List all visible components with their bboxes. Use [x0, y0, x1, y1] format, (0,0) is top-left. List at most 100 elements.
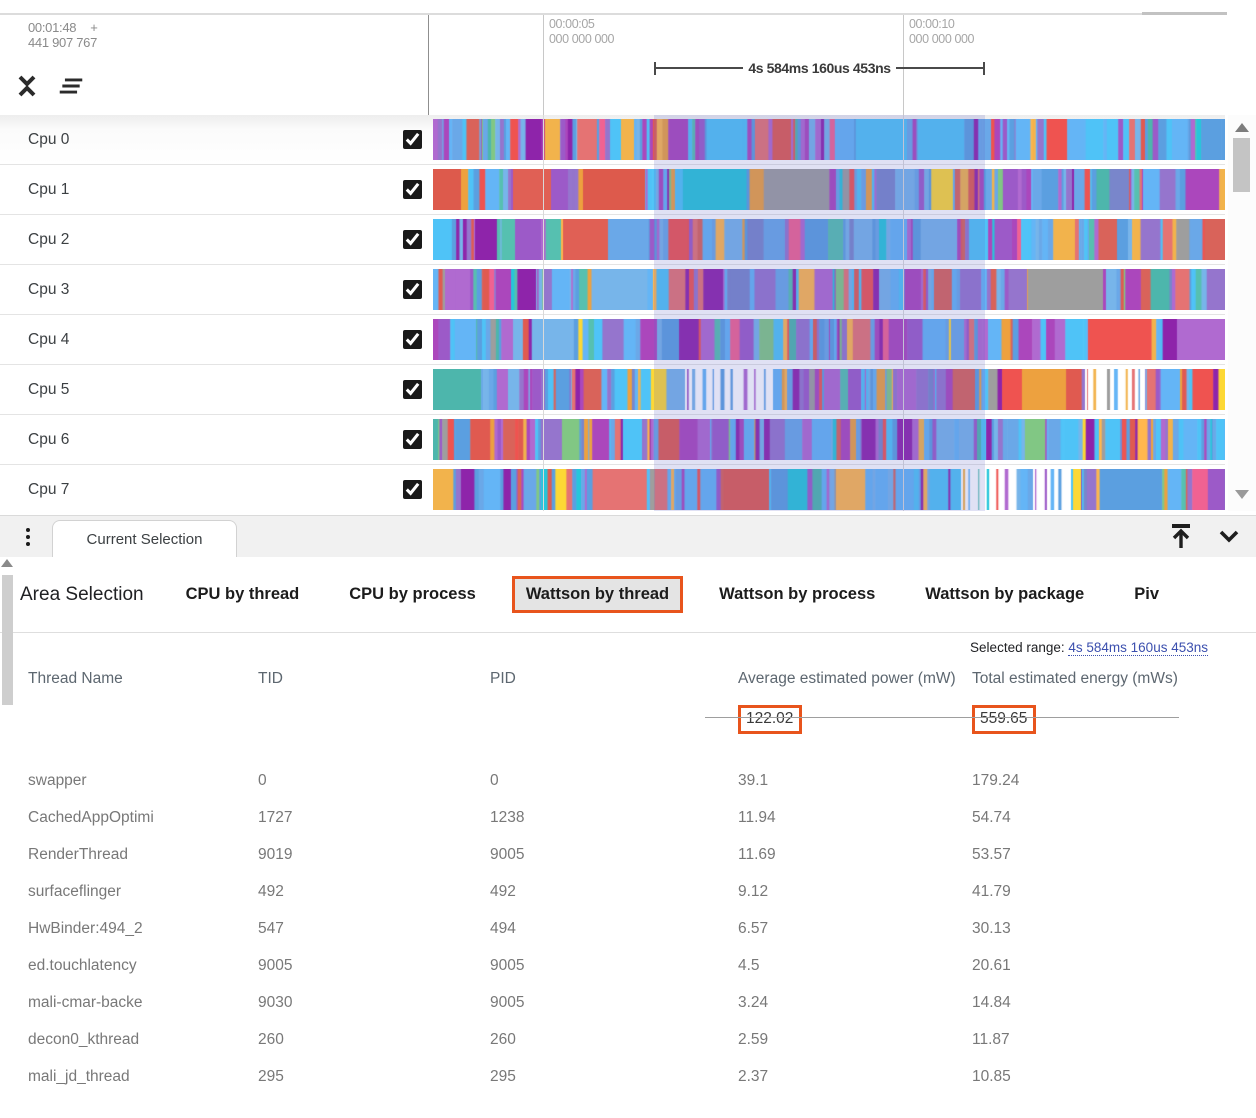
column-header[interactable]: Thread Name — [28, 670, 123, 687]
agg-tab-wattson-by-thread[interactable]: Wattson by thread — [511, 576, 684, 613]
cell-pid: 0 — [490, 771, 499, 789]
track-checkbox[interactable] — [403, 380, 422, 399]
details-scroll-up-arrow[interactable] — [1, 559, 13, 567]
table-row[interactable]: mali_jd_thread 295 295 2.37 10.85 — [28, 1058, 1208, 1095]
track-checkbox[interactable] — [403, 230, 422, 249]
cell-total-energy: 20.61 — [972, 956, 1011, 974]
track-slices-canvas[interactable] — [433, 269, 1225, 310]
track-checkbox[interactable] — [403, 480, 422, 499]
unfold-less-icon — [18, 75, 36, 97]
expand-panel-button[interactable] — [1168, 523, 1194, 549]
cell-tid: 9019 — [258, 845, 293, 863]
offset-time: 00:01:48 — [28, 20, 77, 35]
table-header-row: Thread Name TID PID Average estimated power… — [28, 662, 1208, 691]
table-row[interactable]: HwBinder:494_2 547 494 6.57 30.13 — [28, 910, 1208, 947]
offset-nanoseconds: 441 907 767 — [28, 35, 97, 50]
column-header[interactable]: TID — [258, 670, 283, 687]
cell-pid: 260 — [490, 1030, 516, 1048]
track-checkbox[interactable] — [403, 280, 422, 299]
cell-pid: 9005 — [490, 845, 525, 863]
track-slices-canvas[interactable] — [433, 169, 1225, 210]
gridline — [543, 115, 544, 511]
cell-total-energy: 10.85 — [972, 1067, 1011, 1085]
tab-current-selection[interactable]: Current Selection — [52, 520, 237, 558]
cell-avg-power: 11.94 — [738, 808, 776, 826]
table-row[interactable]: mali-cmar-backe 9030 9005 3.24 14.84 — [28, 984, 1208, 1021]
divider — [0, 632, 1256, 633]
cell-avg-power: 11.69 — [738, 845, 776, 863]
track-row-cpu-4[interactable]: Cpu 4 — [0, 315, 1225, 365]
track-slices-canvas[interactable] — [433, 369, 1225, 410]
track-row-cpu-2[interactable]: Cpu 2 — [0, 215, 1225, 265]
table-row[interactable]: ed.touchlatency 9005 9005 4.5 20.61 — [28, 947, 1208, 984]
track-scrollbar[interactable] — [1228, 115, 1256, 511]
details-panel: Area Selection CPU by thread CPU by proce… — [0, 557, 1256, 1118]
track-row-cpu-1[interactable]: Cpu 1 — [0, 165, 1225, 215]
track-row-cpu-5[interactable]: Cpu 5 — [0, 365, 1225, 415]
cell-thread-name: decon0_kthread — [28, 1030, 140, 1048]
track-checkbox[interactable] — [403, 130, 422, 149]
scroll-down-arrow[interactable] — [1235, 490, 1249, 499]
chevron-down-icon — [1219, 530, 1239, 543]
cell-thread-name: mali_jd_thread — [28, 1067, 130, 1085]
aggregation-tab-row: Area Selection CPU by thread CPU by proce… — [0, 557, 1256, 632]
selection-duration-label: 4s 584ms 160us 453ns — [748, 60, 891, 76]
table-row[interactable]: surfaceflinger 492 492 9.12 41.79 — [28, 873, 1208, 910]
track-checkbox[interactable] — [403, 330, 422, 349]
cell-avg-power: 4.5 — [738, 956, 760, 974]
agg-tab-piv[interactable]: Piv — [1134, 585, 1160, 603]
tab-menu-kebab-icon[interactable] — [20, 524, 36, 550]
selection-range-bracket: 4s 584ms 160us 453ns — [654, 60, 986, 76]
track-checkbox[interactable] — [403, 430, 422, 449]
table-row[interactable]: CachedAppOptimi 1727 1238 11.94 54.74 — [28, 799, 1208, 836]
agg-tab-cpu-by-thread[interactable]: CPU by thread — [185, 585, 300, 603]
track-row-cpu-0[interactable]: Cpu 0 — [0, 115, 1225, 165]
track-slices-canvas[interactable] — [433, 419, 1225, 460]
agg-tab-wattson-by-process[interactable]: Wattson by process — [719, 585, 876, 603]
cell-total-energy: 14.84 — [972, 993, 1011, 1011]
overview-timeline[interactable] — [0, 13, 1227, 15]
agg-tab-wattson-by-package[interactable]: Wattson by package — [925, 585, 1085, 603]
column-header[interactable]: PID — [490, 670, 516, 687]
column-header[interactable]: Total estimated energy (mWs) — [972, 670, 1178, 687]
scroll-up-arrow[interactable] — [1235, 123, 1249, 132]
details-tabbar: Current Selection — [0, 515, 1256, 558]
selected-range-row: Selected range: 4s 584ms 160us 453ns — [970, 640, 1208, 656]
trace-time-offset: 00:01:48 +441 907 767 — [28, 20, 98, 50]
table-row[interactable]: decon0_kthread 260 260 2.59 11.87 — [28, 1021, 1208, 1058]
track-slices-canvas[interactable] — [433, 469, 1225, 510]
selected-range-link[interactable]: 4s 584ms 160us 453ns — [1068, 640, 1208, 656]
summary-avg-power-value: 122.02 — [746, 710, 794, 727]
track-sort-button[interactable] — [58, 73, 84, 99]
collapse-panel-button[interactable] — [1216, 523, 1242, 549]
track-row-cpu-7[interactable]: Cpu 7 — [0, 465, 1225, 511]
cell-tid: 295 — [258, 1067, 284, 1085]
track-row-cpu-6[interactable]: Cpu 6 — [0, 415, 1225, 465]
cell-total-energy: 54.74 — [972, 808, 1011, 826]
area-selection-title: Area Selection — [20, 583, 144, 605]
column-header[interactable]: Average estimated power (mW) — [738, 670, 956, 687]
track-slices-canvas[interactable] — [433, 319, 1225, 360]
details-scrollbar-thumb[interactable] — [2, 575, 13, 705]
track-slices-canvas[interactable] — [433, 119, 1225, 160]
scrollbar-thumb[interactable] — [1233, 138, 1250, 192]
cell-avg-power: 3.24 — [738, 993, 769, 1011]
agg-tab-cpu-by-process[interactable]: CPU by process — [349, 585, 476, 603]
table-body: swapper 0 0 39.1 179.24 CachedAppOptimi 1727 12… — [28, 762, 1208, 1095]
track-label: Cpu 6 — [28, 430, 70, 448]
track-checkbox[interactable] — [403, 180, 422, 199]
viewport-indicator[interactable] — [1142, 12, 1227, 16]
track-label: Cpu 0 — [28, 130, 70, 148]
cell-tid: 0 — [258, 771, 267, 789]
track-row-cpu-3[interactable]: Cpu 3 — [0, 265, 1225, 315]
summary-avg-power-highlight: 122.02 — [738, 705, 803, 734]
cell-thread-name: CachedAppOptimi — [28, 808, 154, 826]
collapse-all-tracks-button[interactable] — [14, 73, 40, 99]
track-slices-canvas[interactable] — [433, 219, 1225, 260]
cell-total-energy: 53.57 — [972, 845, 1011, 863]
table-row[interactable]: RenderThread 9019 9005 11.69 53.57 — [28, 836, 1208, 873]
table-row[interactable]: swapper 0 0 39.1 179.24 — [28, 762, 1208, 799]
offset-plus: + — [90, 20, 98, 35]
track-label: Cpu 4 — [28, 330, 70, 348]
